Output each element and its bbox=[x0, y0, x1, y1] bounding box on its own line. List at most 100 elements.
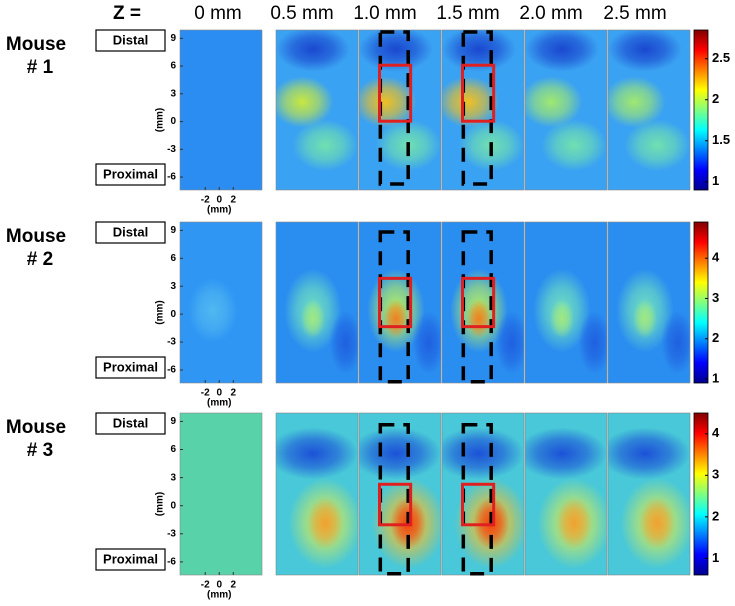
proximal-label: Proximal bbox=[103, 551, 158, 566]
y-tick-label: -6 bbox=[167, 172, 176, 183]
panel-frame bbox=[607, 412, 691, 576]
x-tick-label: 0 bbox=[216, 195, 222, 206]
heatmap-blob bbox=[578, 310, 607, 375]
heatmap-blob bbox=[608, 427, 690, 480]
heatmap-panel bbox=[276, 222, 358, 383]
colorbar bbox=[693, 221, 709, 384]
depth-label: 0 mm bbox=[194, 3, 242, 24]
distal-box bbox=[95, 221, 166, 244]
colorbar-tick-label: 3 bbox=[712, 290, 719, 305]
colorbar-tick-label: 1 bbox=[712, 173, 719, 188]
x-tick-label: 0 bbox=[216, 388, 222, 399]
heatmap-panel bbox=[276, 413, 358, 575]
heatmap-blob bbox=[525, 76, 583, 128]
heatmap-blob bbox=[608, 30, 682, 72]
heatmap-panel bbox=[525, 413, 607, 575]
panel-frame bbox=[524, 221, 608, 384]
roi-red-box bbox=[461, 276, 496, 329]
colorbar bbox=[693, 412, 709, 576]
depth-label: 1.5 mm bbox=[436, 3, 499, 24]
heatmap-panel bbox=[180, 413, 262, 575]
y-tick-label: 9 bbox=[170, 33, 176, 44]
panel-frame bbox=[275, 412, 359, 576]
y-tick-label: -3 bbox=[167, 144, 176, 155]
y-tick-label: 0 bbox=[170, 309, 176, 320]
y-tick-label: 0 bbox=[170, 116, 176, 127]
panel-frame bbox=[179, 412, 263, 576]
heatmap-blob bbox=[442, 76, 500, 128]
roi-red-box bbox=[378, 63, 413, 123]
colorbar-tick-label: 2 bbox=[712, 91, 719, 106]
heatmap-blob bbox=[661, 310, 690, 375]
colorbar-tick-label: 4 bbox=[712, 250, 720, 265]
x-tick-label: 2 bbox=[230, 580, 236, 591]
z-label: Z = bbox=[113, 3, 141, 24]
proximal-label: Proximal bbox=[103, 166, 158, 181]
heatmap-blob bbox=[442, 427, 524, 480]
distal-box bbox=[95, 412, 166, 435]
heatmap-blob bbox=[608, 76, 666, 128]
heatmap-panel bbox=[608, 222, 690, 383]
y-tick-label: 9 bbox=[170, 225, 176, 236]
panel-frame bbox=[607, 221, 691, 384]
depth-label: 2.5 mm bbox=[603, 3, 666, 24]
y-tick-label: 3 bbox=[170, 88, 176, 99]
x-tick-label: 0 bbox=[216, 580, 222, 591]
heatmap-blob bbox=[442, 30, 516, 72]
heatmap-blob bbox=[466, 299, 492, 338]
y-axis-label: (mm) bbox=[155, 492, 166, 516]
x-tick-label: 2 bbox=[230, 388, 236, 399]
heatmap-blob bbox=[188, 278, 238, 343]
depth-label: 1.0 mm bbox=[353, 3, 416, 24]
heatmap-panel bbox=[442, 413, 524, 575]
colorbar bbox=[693, 29, 709, 191]
heatmap-blob bbox=[412, 310, 441, 375]
heatmap-blob bbox=[541, 119, 607, 171]
panel-frame bbox=[524, 412, 608, 576]
distal-label: Distal bbox=[113, 32, 148, 47]
panel-frame bbox=[441, 29, 525, 191]
heatmap-panel bbox=[608, 413, 690, 575]
heatmap-panel bbox=[359, 413, 441, 575]
y-tick-label: 3 bbox=[170, 281, 176, 292]
heatmap-panel bbox=[525, 222, 607, 383]
heatmap-blob bbox=[359, 427, 441, 480]
depth-label: 0.5 mm bbox=[270, 3, 333, 24]
heatmap-blob bbox=[383, 299, 409, 338]
mouse-number: # 1 bbox=[27, 57, 54, 78]
proximal-box bbox=[95, 356, 166, 379]
y-tick-label: 6 bbox=[170, 253, 176, 264]
proximal-box bbox=[95, 548, 166, 571]
y-tick-label: -6 bbox=[167, 557, 176, 568]
y-tick-label: 6 bbox=[170, 61, 176, 72]
y-axis-label: (mm) bbox=[155, 300, 166, 324]
heatmap-panel bbox=[359, 30, 441, 190]
distal-box bbox=[95, 29, 166, 52]
x-tick-label: 2 bbox=[230, 195, 236, 206]
x-axis-label: (mm) bbox=[207, 590, 231, 601]
colorbar-tick-label: 2 bbox=[712, 330, 719, 345]
panel-frame bbox=[358, 29, 442, 191]
heatmap-blob bbox=[359, 76, 417, 128]
heatmap-panel bbox=[442, 222, 524, 383]
colorbar-tick-label: 1 bbox=[712, 370, 719, 385]
heatmap-blob bbox=[292, 119, 358, 171]
heatmap-panel bbox=[608, 30, 690, 190]
colorbar-tick-label: 3 bbox=[712, 467, 719, 482]
panel-frame bbox=[275, 29, 359, 191]
panel-frame bbox=[524, 29, 608, 191]
mouse-number: # 3 bbox=[27, 440, 53, 461]
x-tick-label: -2 bbox=[201, 388, 210, 399]
heatmap-blob bbox=[549, 299, 575, 338]
heatmap-blob bbox=[632, 299, 658, 338]
y-tick-label: 3 bbox=[170, 472, 176, 483]
mouse-label: Mouse bbox=[6, 34, 66, 55]
heatmap-background bbox=[180, 30, 262, 190]
roi-red-box bbox=[378, 482, 413, 527]
heatmap-blob bbox=[300, 299, 326, 338]
heatmap-blob bbox=[556, 497, 593, 550]
colorbar-tick-label: 4 bbox=[712, 425, 720, 440]
x-axis-label: (mm) bbox=[207, 398, 231, 409]
y-tick-label: 6 bbox=[170, 444, 176, 455]
